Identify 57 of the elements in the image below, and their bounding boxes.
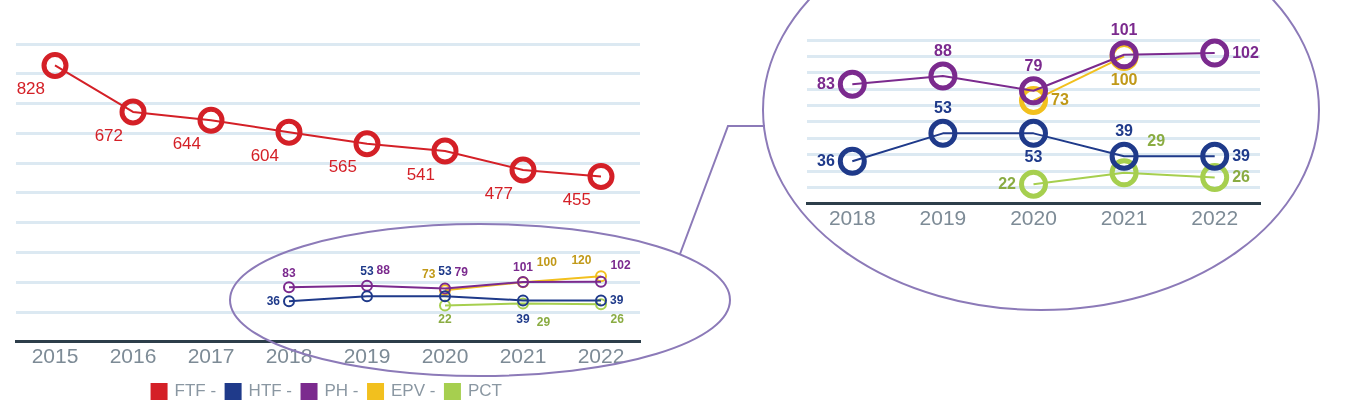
data-label: 604 xyxy=(250,145,279,165)
data-label: 39 xyxy=(516,311,530,326)
data-label: 53 xyxy=(438,264,452,279)
x-tick-label: 2022 xyxy=(577,344,625,368)
data-label: 102 xyxy=(1232,43,1259,61)
x-tick-label: 2022 xyxy=(1191,206,1239,230)
legend-label: FTF - xyxy=(174,381,217,401)
data-label: 88 xyxy=(376,262,391,277)
data-label: 53 xyxy=(934,99,952,117)
data-label: 565 xyxy=(328,157,357,177)
data-label: 100 xyxy=(1110,71,1138,89)
data-label: 100 xyxy=(536,254,558,269)
x-tick-label: 2018 xyxy=(828,206,876,230)
data-label: 22 xyxy=(998,174,1017,192)
data-label: 53 xyxy=(360,264,374,279)
data-label: 101 xyxy=(1110,20,1138,38)
legend-label: HTF - xyxy=(248,381,293,401)
x-tick-label: 2021 xyxy=(499,344,547,368)
data-label: 828 xyxy=(16,79,45,99)
data-label: 672 xyxy=(94,125,123,145)
data-label: 101 xyxy=(512,260,534,275)
data-label: 88 xyxy=(934,41,952,59)
data-label: 29 xyxy=(1147,131,1166,149)
data-label: 83 xyxy=(282,265,296,280)
x-tick-label: 2018 xyxy=(265,344,313,368)
legend-label: PCT xyxy=(467,381,502,401)
x-tick-label: 2019 xyxy=(343,344,391,368)
data-label: 102 xyxy=(610,258,631,273)
data-label: 455 xyxy=(562,190,591,210)
data-label: 541 xyxy=(406,164,435,184)
data-label: 79 xyxy=(454,265,469,280)
x-tick-label: 2017 xyxy=(187,344,235,368)
data-label: 79 xyxy=(1024,56,1043,74)
x-tick-label: 2020 xyxy=(421,344,469,368)
x-tick-label: 2020 xyxy=(1010,206,1057,230)
data-label: 53 xyxy=(1024,148,1043,166)
x-tick-label: 2021 xyxy=(1100,206,1148,230)
data-label: 39 xyxy=(610,292,624,307)
x-tick-label: 2016 xyxy=(109,344,157,368)
data-label: 120 xyxy=(571,253,592,267)
data-label: 26 xyxy=(610,312,625,327)
legend-label: PH - xyxy=(324,381,359,401)
data-label: 36 xyxy=(817,151,835,169)
data-label: 644 xyxy=(172,133,201,153)
data-label: 73 xyxy=(1051,91,1069,109)
x-tick-label: 2015 xyxy=(31,344,79,368)
data-label: 22 xyxy=(438,311,452,326)
legend-label: EPV - xyxy=(391,381,436,401)
data-label: 39 xyxy=(1115,122,1134,140)
data-label: 39 xyxy=(1232,146,1251,164)
data-label: 73 xyxy=(422,266,436,281)
data-label: 36 xyxy=(266,293,281,308)
data-label: 29 xyxy=(536,315,551,330)
data-label: 83 xyxy=(817,74,835,92)
x-tick-label: 2019 xyxy=(919,206,967,230)
data-label: 26 xyxy=(1232,168,1251,185)
data-label: 477 xyxy=(484,183,513,203)
